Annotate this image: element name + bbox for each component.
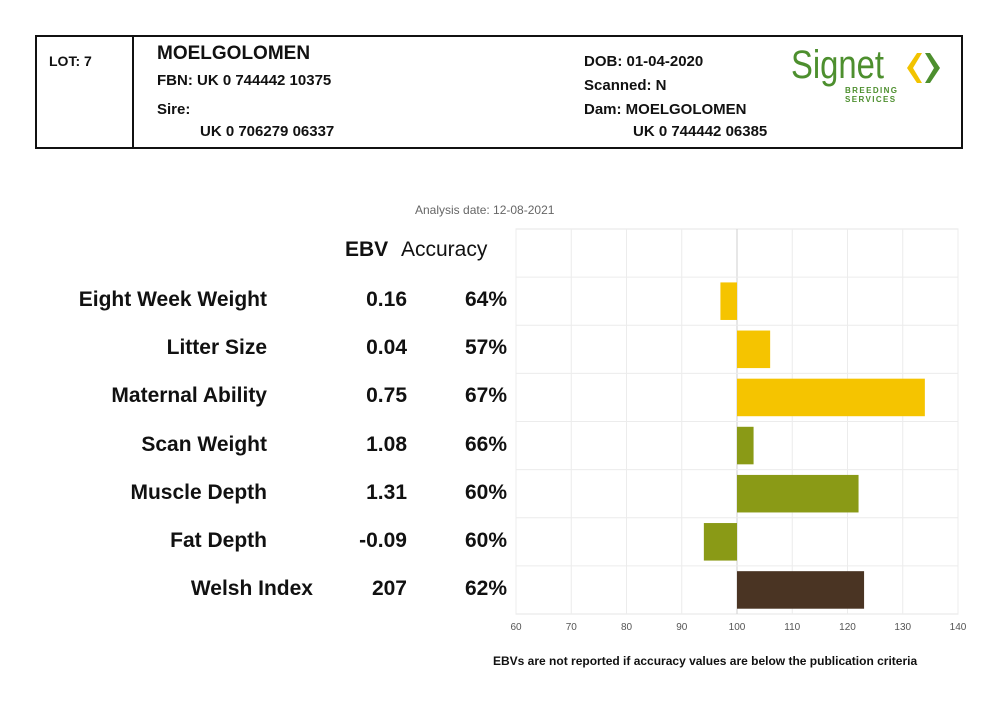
- ebv-value-eight-week-weight: 0.16: [366, 288, 407, 311]
- fbn-number: FBN: UK 0 744442 10375: [157, 72, 332, 89]
- x-tick-label: 110: [784, 622, 800, 633]
- sire-id: UK 0 706279 06337: [200, 123, 335, 140]
- x-tick-label: 140: [950, 622, 967, 633]
- accuracy-value-fat-depth: 60%: [464, 529, 507, 552]
- bar-welsh-index: [737, 571, 865, 609]
- ebv-value-fat-depth: -0.09: [359, 529, 407, 552]
- x-tick-label: 120: [839, 622, 856, 633]
- x-tick-label: 70: [566, 622, 578, 633]
- x-tick-label: 130: [894, 622, 911, 633]
- accuracy-value-welsh-index: 62%: [464, 577, 507, 600]
- dam-name: Dam: MOELGOLOMEN: [584, 101, 747, 118]
- bar-muscle-depth: [737, 474, 859, 513]
- logo-subtitle: BREEDING SERVICES: [845, 86, 899, 104]
- bar-fat-depth: [703, 523, 737, 561]
- analysis-date: Analysis date: 12-08-2021: [415, 203, 555, 217]
- ebv-value-muscle-depth: 1.31: [366, 481, 407, 504]
- lot-number: LOT: 7: [49, 53, 92, 69]
- ebv-value-maternal-ability: 0.75: [366, 384, 407, 407]
- ebv-value-scan-weight: 1.08: [366, 433, 407, 456]
- ebv-column-header: EBV: [345, 238, 389, 261]
- logo-wordmark: Signet: [791, 43, 885, 87]
- trait-label-muscle-depth: Muscle Depth: [130, 481, 267, 504]
- bar-scan-weight: [737, 426, 754, 465]
- ebv-value-welsh-index: 207: [371, 577, 407, 600]
- dam-id: UK 0 744442 06385: [633, 123, 768, 140]
- trait-label-maternal-ability: Maternal Ability: [111, 384, 267, 407]
- signet-logo: Signet BREEDING SERVICES: [791, 41, 951, 104]
- x-tick-label: 90: [676, 622, 688, 633]
- bar-eight-week-weight: [720, 282, 737, 320]
- scanned-status: Scanned: N: [584, 77, 667, 94]
- header-divider: [132, 37, 134, 147]
- bar-litter-size: [737, 330, 771, 369]
- trait-label-litter-size: Litter Size: [166, 336, 267, 359]
- x-tick-label: 60: [510, 622, 522, 633]
- animal-header: LOT: 7 MOELGOLOMEN FBN: UK 0 744442 1037…: [35, 35, 963, 149]
- accuracy-value-maternal-ability: 67%: [464, 384, 507, 407]
- accuracy-value-muscle-depth: 60%: [464, 481, 507, 504]
- trait-label-eight-week-weight: Eight Week Weight: [78, 288, 267, 311]
- x-tick-label: 80: [621, 622, 633, 633]
- accuracy-value-litter-size: 57%: [464, 336, 507, 359]
- trait-label-scan-weight: Scan Weight: [141, 433, 267, 456]
- ebv-value-litter-size: 0.04: [366, 336, 407, 359]
- signet-chevrons-icon: [907, 53, 940, 83]
- accuracy-value-eight-week-weight: 64%: [464, 288, 507, 311]
- footnote: EBVs are not reported if accuracy values…: [493, 654, 918, 668]
- accuracy-column-header: Accuracy: [401, 238, 488, 261]
- date-of-birth: DOB: 01-04-2020: [584, 53, 704, 70]
- sire-label: Sire:: [157, 101, 191, 118]
- trait-label-fat-depth: Fat Depth: [170, 529, 267, 552]
- bar-maternal-ability: [737, 378, 925, 417]
- x-tick-label: 100: [729, 622, 746, 633]
- accuracy-value-scan-weight: 66%: [464, 433, 507, 456]
- trait-label-welsh-index: Welsh Index: [190, 577, 313, 600]
- animal-name: MOELGOLOMEN: [157, 43, 311, 64]
